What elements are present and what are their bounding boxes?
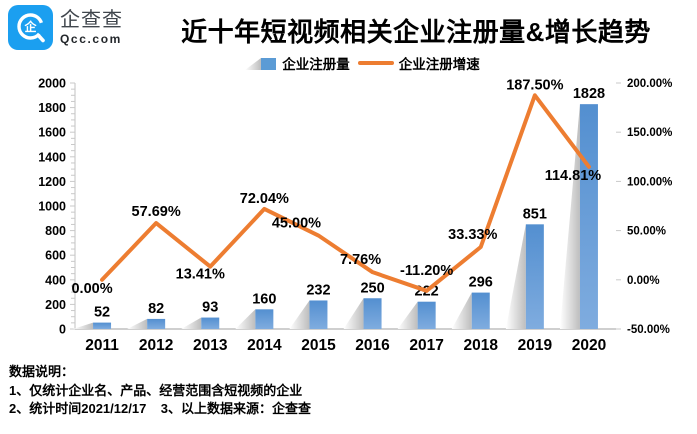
left-axis-label: 2000 <box>38 77 66 91</box>
bar-value-label: 296 <box>469 275 493 291</box>
legend-label-bar: 企业注册量 <box>282 57 350 72</box>
growth-point-label: 33.33% <box>448 227 497 243</box>
line-series-swatch-icon <box>357 61 394 65</box>
growth-point-label: 72.04% <box>240 191 289 207</box>
x-axis-label-2020: 2020 <box>572 337 606 354</box>
x-axis-label-2012: 2012 <box>139 337 173 354</box>
left-axis-label: 800 <box>45 224 66 238</box>
bar-2011 <box>93 322 112 329</box>
legend-label-line: 企业注册增速 <box>398 57 480 72</box>
notes-heading: 数据说明： <box>9 364 75 379</box>
growth-point-label: -11.20% <box>400 263 453 279</box>
bar-series-swatch-icon <box>245 57 277 70</box>
left-axis-label: 1800 <box>38 101 66 115</box>
right-axis-label: 200.00% <box>627 78 672 90</box>
bar-value-label: 1828 <box>573 86 605 102</box>
growth-point-label: 45.00% <box>272 216 321 232</box>
bar-shadow <box>559 104 580 329</box>
x-axis-label-2014: 2014 <box>247 337 282 354</box>
x-axis-label-2013: 2013 <box>193 337 228 354</box>
growth-point-label: 187.50% <box>506 77 563 93</box>
left-axis-label: 200 <box>45 298 66 312</box>
left-axis-label: 1000 <box>38 200 66 214</box>
right-axis-label: 0.00% <box>627 275 660 287</box>
bar-shadow <box>343 298 364 329</box>
left-axis-label: 0 <box>59 323 66 337</box>
right-axis-label: -50.00% <box>627 324 670 336</box>
bar-shadow <box>289 300 310 329</box>
qcc-logo-icon: 企 <box>8 5 53 50</box>
data-notes: 数据说明： 1、仅统计企业名、产品、经营范围含短视频的企业 2、统计时间2021… <box>9 363 311 419</box>
bar-value-label: 250 <box>360 280 384 296</box>
bar-value-label: 851 <box>523 206 547 222</box>
bar-2017 <box>417 301 436 329</box>
left-axis-label: 400 <box>45 273 66 287</box>
legend-item-line: 企业注册增速 <box>357 53 480 73</box>
svg-text:企: 企 <box>23 19 37 34</box>
bar-shadow <box>235 309 256 329</box>
growth-point-label: 13.41% <box>176 267 225 283</box>
x-axis-label-2018: 2018 <box>464 337 499 354</box>
growth-point-label: 57.69% <box>132 204 181 220</box>
bar-value-label: 160 <box>252 291 276 307</box>
bar-2020 <box>579 104 598 329</box>
bar-shadow <box>73 322 94 329</box>
bar-2014 <box>255 309 274 329</box>
note-line-2: 2、统计时间2021/12/17 3、以上数据来源：企查查 <box>9 401 311 416</box>
x-axis-label-2016: 2016 <box>355 337 390 354</box>
bar-shadow <box>181 317 202 329</box>
legend-item-bar: 企业注册量 <box>245 53 350 73</box>
right-axis-label: 100.00% <box>627 176 672 188</box>
bar-shadow <box>451 292 472 329</box>
bar-value-label: 82 <box>148 301 164 317</box>
brand-name-en: Qcc.com <box>60 31 122 46</box>
page-title: 近十年短视频相关企业注册量&增长趋势 <box>181 17 651 47</box>
right-axis-label: 150.00% <box>627 127 672 139</box>
brand-name-cn: 企查查 <box>60 8 123 31</box>
bar-2015 <box>309 300 328 329</box>
x-axis-label-2015: 2015 <box>301 337 336 354</box>
bar-2012 <box>147 318 166 329</box>
bar-shadow <box>505 224 526 329</box>
header: 企 企查查 Qcc.com <box>8 5 123 50</box>
bar-shadow <box>397 301 418 329</box>
x-axis-label-2017: 2017 <box>409 337 443 354</box>
brand-text: 企查查 Qcc.com <box>60 8 123 46</box>
bar-2018 <box>471 292 490 329</box>
x-axis-label-2019: 2019 <box>518 337 553 354</box>
left-axis-label: 600 <box>45 249 66 263</box>
chart-legend: 企业注册量 企业注册增速 <box>14 53 697 73</box>
growth-point-label: 7.76% <box>340 252 381 268</box>
x-axis-label-2011: 2011 <box>85 337 119 354</box>
right-axis-label: 50.00% <box>627 226 666 238</box>
growth-point-label: 114.81% <box>545 168 602 184</box>
bar-2013 <box>201 317 220 329</box>
left-axis-label: 1400 <box>38 150 66 164</box>
bar-2016 <box>363 298 382 329</box>
bar-value-label: 93 <box>202 300 218 316</box>
growth-point-label: 0.00% <box>71 281 112 297</box>
left-axis-label: 1200 <box>38 175 66 189</box>
bar-shadow <box>127 318 148 329</box>
bar-2019 <box>525 224 544 329</box>
note-line-1: 1、仅统计企业名、产品、经营范围含短视频的企业 <box>9 382 303 398</box>
growth-line <box>100 93 591 293</box>
chart-area: 52 82 93 160 232 250 222 296 851 1828 0.00% 57.69% 1… <box>0 66 697 362</box>
left-axis-label: 1600 <box>38 126 66 140</box>
bar-value-label: 52 <box>94 305 110 321</box>
bar-value-label: 232 <box>306 282 330 298</box>
